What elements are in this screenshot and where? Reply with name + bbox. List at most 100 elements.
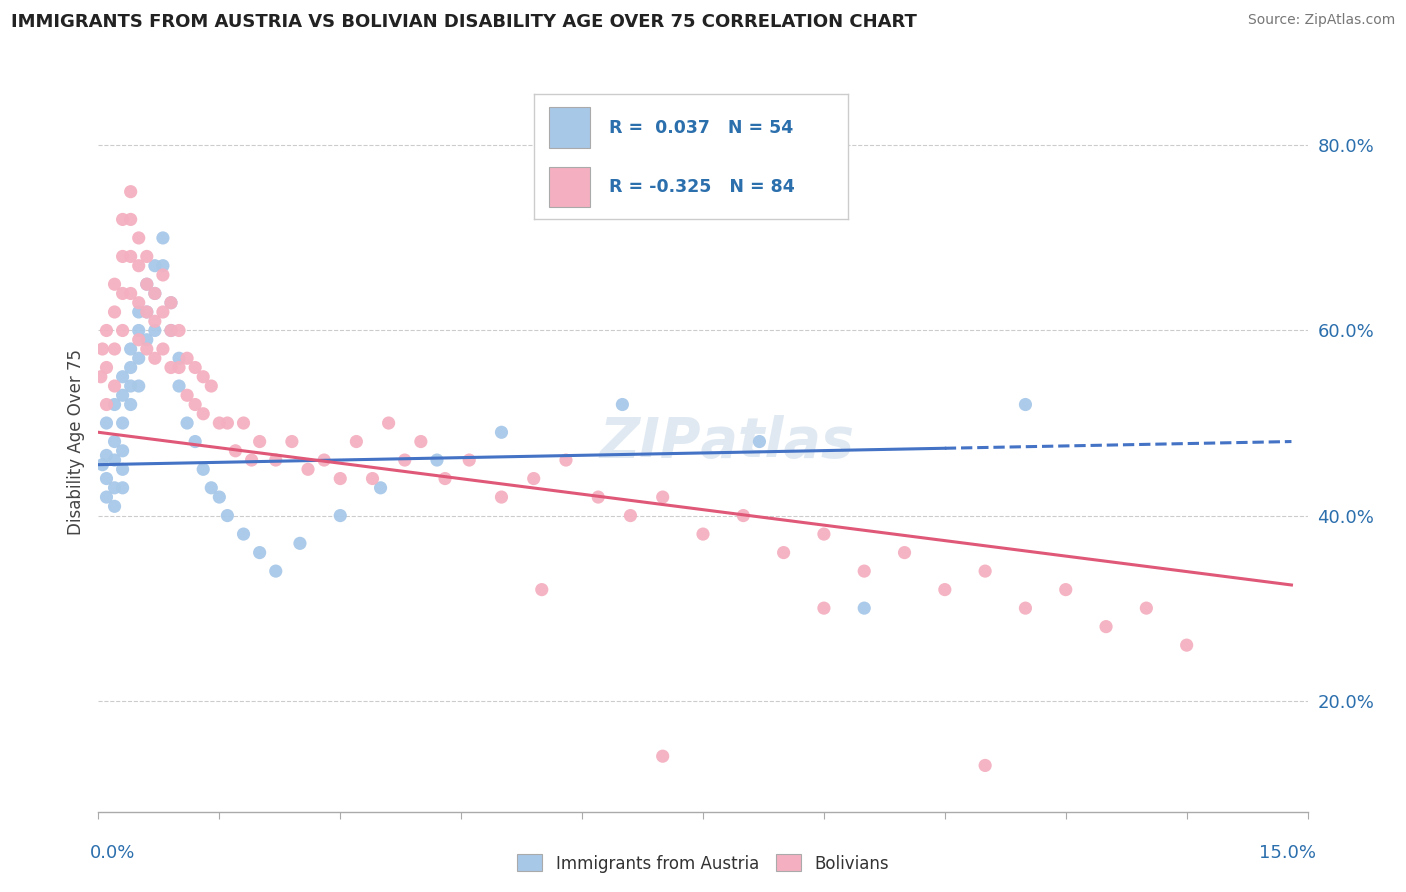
Point [555, 453, 578, 467]
Point [135, 342, 157, 356]
Point [377, 416, 399, 430]
Point [217, 508, 239, 523]
Point [120, 286, 142, 301]
Text: Source: ZipAtlas.com: Source: ZipAtlas.com [1247, 13, 1395, 28]
Point [103, 342, 125, 356]
Point [176, 416, 198, 430]
Point [217, 416, 239, 430]
Point [96, 398, 118, 412]
Point [128, 259, 150, 273]
Point [135, 250, 157, 264]
Point [96, 324, 118, 338]
Point [128, 351, 150, 366]
Point [523, 471, 546, 485]
Point [329, 471, 352, 485]
Point [853, 564, 876, 578]
Point [329, 508, 352, 523]
Point [249, 434, 271, 449]
Point [458, 453, 481, 467]
Point [297, 462, 319, 476]
Point [152, 268, 174, 282]
Point [103, 500, 125, 514]
Point [103, 305, 125, 319]
Point [361, 471, 384, 485]
Point [434, 471, 457, 485]
Point [128, 305, 150, 319]
Point [281, 434, 304, 449]
Point [208, 416, 231, 430]
Point [160, 324, 183, 338]
Point [772, 546, 794, 560]
Point [111, 481, 134, 495]
Point [96, 360, 118, 375]
Point [184, 434, 207, 449]
Point [200, 481, 222, 495]
Point [120, 342, 142, 356]
Point [143, 314, 166, 328]
Point [160, 324, 183, 338]
Point [135, 333, 157, 347]
Point [96, 490, 118, 504]
Point [143, 324, 166, 338]
Point [111, 443, 134, 458]
Point [143, 286, 166, 301]
Point [1135, 601, 1157, 615]
Point [167, 351, 190, 366]
Point [111, 369, 134, 384]
Point [167, 379, 190, 393]
Point [264, 564, 287, 578]
Point [167, 324, 190, 338]
Point [733, 508, 755, 523]
Point [1014, 601, 1036, 615]
Point [96, 471, 118, 485]
Point [176, 388, 198, 402]
Point [491, 490, 513, 504]
Point [103, 453, 125, 467]
Point [651, 749, 673, 764]
Point [167, 360, 190, 375]
Point [128, 379, 150, 393]
Point [103, 481, 125, 495]
Point [91, 458, 114, 472]
Point [893, 546, 915, 560]
Point [934, 582, 956, 597]
Point [143, 351, 166, 366]
Point [530, 582, 553, 597]
Point [152, 231, 174, 245]
Point [232, 416, 254, 430]
Text: 0.0%: 0.0% [90, 844, 136, 862]
Point [193, 462, 215, 476]
Point [135, 277, 157, 292]
Point [1095, 619, 1118, 633]
Text: 15.0%: 15.0% [1258, 844, 1316, 862]
Point [692, 527, 714, 541]
Point [184, 360, 207, 375]
Point [426, 453, 449, 467]
Point [974, 758, 997, 772]
Point [1175, 638, 1198, 652]
Text: ZIP​atlas: ZIP​atlas [600, 415, 855, 468]
Point [111, 462, 134, 476]
Point [120, 360, 142, 375]
Point [208, 490, 231, 504]
Point [748, 434, 770, 449]
Point [120, 379, 142, 393]
Point [612, 398, 634, 412]
Point [128, 333, 150, 347]
Point [1054, 582, 1077, 597]
Point [103, 277, 125, 292]
Point [314, 453, 336, 467]
Point [135, 305, 157, 319]
Point [111, 324, 134, 338]
Point [586, 490, 609, 504]
Legend: Immigrants from Austria, Bolivians: Immigrants from Austria, Bolivians [510, 847, 896, 880]
Point [96, 416, 118, 430]
Point [120, 398, 142, 412]
Point [135, 277, 157, 292]
Point [120, 212, 142, 227]
Point [120, 185, 142, 199]
Point [160, 295, 183, 310]
Point [240, 453, 263, 467]
Point [135, 305, 157, 319]
Point [111, 212, 134, 227]
